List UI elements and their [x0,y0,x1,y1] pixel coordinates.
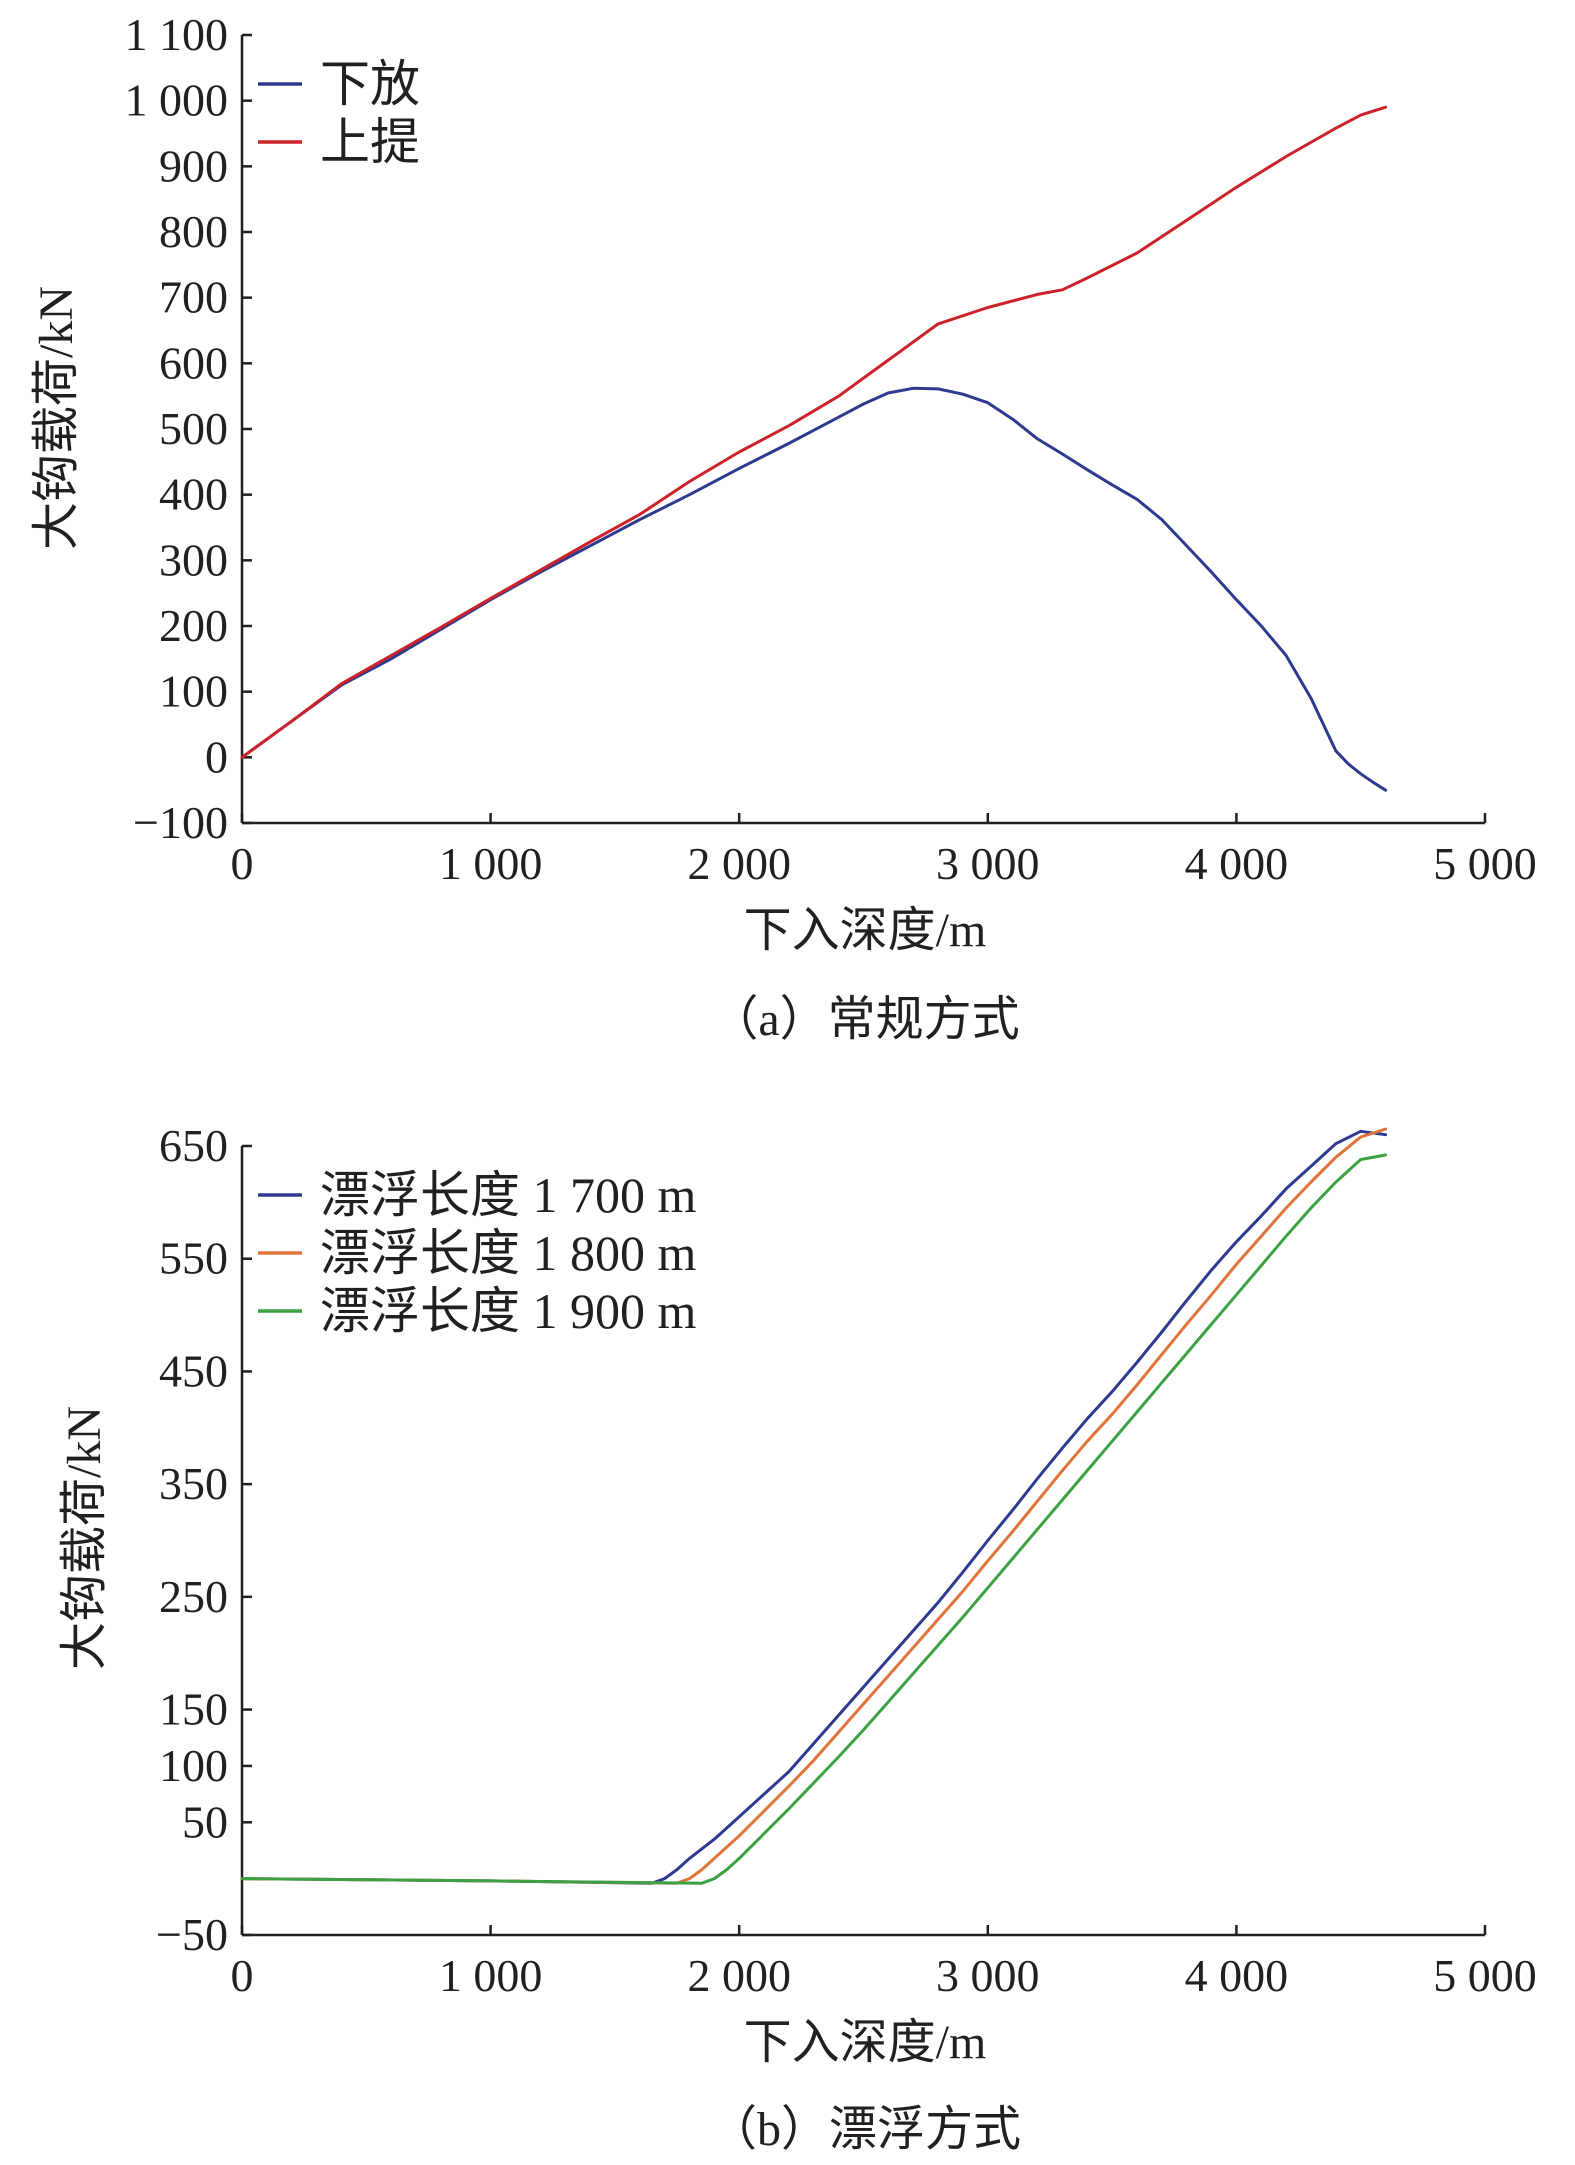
chart-a-axes [240,35,1485,825]
chart-b-xticks: 0 1 000 2 000 3 000 4 000 5 000 [231,1925,1537,2001]
chart-a-series-line-2 [240,105,1388,759]
chart-a-xtick-label: 5 000 [1433,838,1537,889]
chart-b-ytick-label: 250 [159,1571,228,1622]
chart-a-ytick-label: 600 [159,337,228,388]
chart-b-series-line-1 [240,1129,1388,1885]
chart-a-legend-label: 下放 [320,56,420,112]
chart-a-xticks: 0 1 000 2 000 3 000 4 000 5 000 [231,813,1537,889]
chart-a-xlabel: 下入深度/m [744,904,987,957]
chart-b-ytick-label: 100 [159,1740,228,1791]
chart-b-xtick-label: 5 000 [1433,1950,1537,2001]
chart-b-ytick-label: −50 [156,1909,228,1960]
chart-b-caption: （b）漂浮方式 [709,2103,1021,2156]
chart-b-legend-label: 漂浮长度 1 900 m [320,1283,696,1339]
chart-a-xtick-label: 1 000 [439,838,543,889]
chart-b-xtick-label: 0 [231,1950,254,2001]
chart-b-xtick-label: 2 000 [687,1950,791,2001]
chart-b-xlabel: 下入深度/m [744,2016,987,2069]
chart-a-caption: （a）常规方式 [710,993,1019,1046]
chart-b-ytick-label: 650 [159,1120,228,1171]
chart-a-ytick-label: 900 [159,140,228,191]
chart-b-legend-label: 漂浮长度 1 700 m [320,1167,696,1223]
chart-b-ytick-label: 450 [159,1345,228,1396]
chart-a-series [240,105,1388,792]
chart-a-ytick-label: 400 [159,469,228,520]
chart-a-ytick-label: 500 [159,403,228,454]
chart-b-ytick-label: 550 [159,1233,228,1284]
chart-a-xtick-label: 4 000 [1185,838,1289,889]
chart-b-series [240,1127,1388,1885]
chart-b-ylabel: 大钩载荷/kN [58,1406,111,1670]
chart-b-series-line-2 [240,1127,1388,1885]
chart-b-axes [240,1146,1485,1937]
chart-b-xtick-label: 4 000 [1185,1950,1289,2001]
chart-b-xtick-label: 1 000 [439,1950,543,2001]
chart-a-ytick-label: 200 [159,600,228,651]
chart-a-ytick-label: 1 100 [125,9,229,60]
chart-a-ytick-label: 800 [159,206,228,257]
chart-a-xtick-label: 0 [231,838,254,889]
chart-b-ytick-label: 150 [159,1684,228,1735]
chart-a-ytick-label: 1 000 [125,75,229,126]
chart-a-xtick-label: 3 000 [936,838,1040,889]
chart-b-xtick-label: 3 000 [936,1950,1040,2001]
chart-b-ytick-label: 350 [159,1458,228,1509]
chart-a-ytick-label: 700 [159,272,228,323]
chart-a-ylabel: 大钩载荷/kN [30,286,83,550]
chart-b-series-line-3 [240,1153,1388,1885]
chart-a-xtick-label: 2 000 [687,838,791,889]
chart-b-ytick-label: 50 [182,1796,228,1847]
chart-a-legend-label: 上提 [320,114,420,170]
chart-b-legend-label: 漂浮长度 1 800 m [320,1225,696,1281]
chart-a-ytick-label: 0 [205,731,228,782]
chart-a-ytick-label: 100 [159,666,228,717]
chart-a-ytick-label: 300 [159,534,228,585]
chart-a-ytick-label: −100 [133,797,228,848]
chart-a-series-line-1 [240,386,1388,792]
